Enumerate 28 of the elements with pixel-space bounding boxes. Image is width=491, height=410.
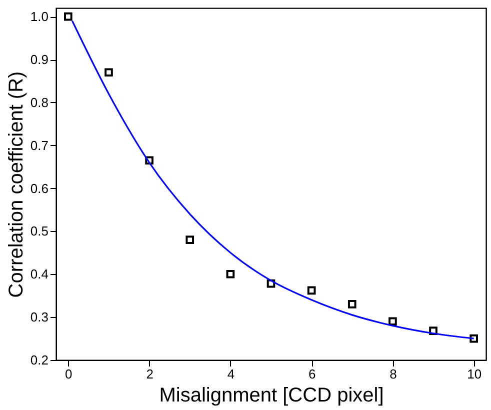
y-tick-label: 1.0 [30, 9, 48, 24]
x-tick-label: 4 [227, 366, 235, 382]
y-axis-title: Correlation coefficient (R) [5, 71, 28, 298]
x-axis-title: Misalignment [CCD pixel] [159, 384, 384, 406]
x-tick-label: 2 [146, 366, 154, 382]
y-tick-label: 0.8 [30, 94, 48, 110]
point [145, 156, 154, 165]
y-tick-label: 0.6 [30, 180, 48, 196]
y-tick-label: 0.4 [30, 266, 48, 282]
point [226, 270, 235, 278]
y-tick-label: 0.7 [30, 138, 48, 153]
y-tick-label: 0.9 [30, 52, 48, 68]
y-tick-label: 0.3 [30, 310, 48, 325]
x-tick-label: 8 [390, 366, 397, 382]
x-tick-label: 10 [467, 366, 482, 382]
y-tick-label: 0.2 [30, 352, 48, 368]
point [266, 279, 276, 288]
point [388, 317, 397, 326]
y-tick-label: 0.5 [30, 224, 48, 239]
point [64, 12, 72, 21]
x-tick-label: 0 [65, 366, 72, 382]
point [470, 334, 478, 343]
point [348, 300, 356, 308]
point [429, 326, 438, 335]
x-tick-label: 6 [308, 366, 316, 382]
point [104, 68, 113, 77]
point [186, 236, 194, 244]
point [307, 286, 316, 295]
